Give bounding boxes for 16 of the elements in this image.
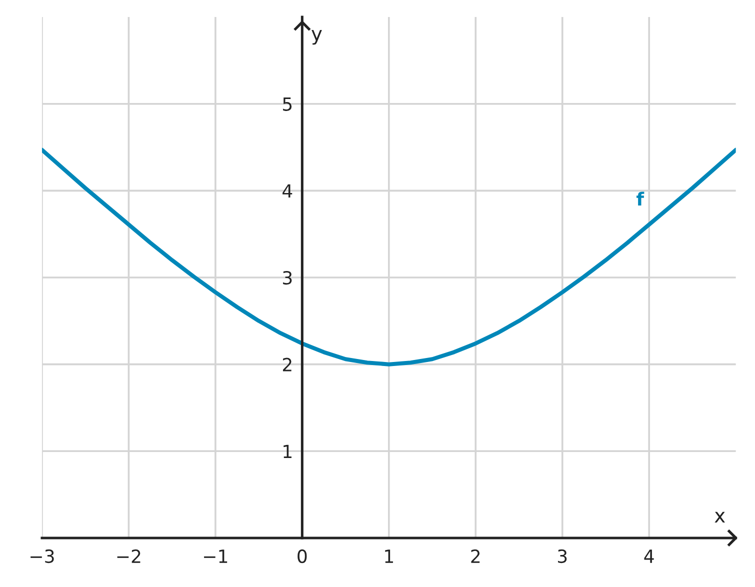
y-tick-label: 3 [283,270,292,285]
x-tick-label: −1 [204,550,228,563]
y-tick-label: 4 [282,184,292,198]
y-tick-label: 1 [284,444,292,458]
x-tick-label: −3 [30,549,54,564]
series-label: f [636,192,644,206]
y-tick-label: 5 [283,98,292,111]
x-tick-label: 1 [385,550,393,563]
x-tick-label: 2 [471,549,480,563]
x-tick-label: 0 [298,549,307,564]
x-axis-title: x [714,512,725,523]
x-tick-label: −2 [117,549,140,563]
x-tick-label: 4 [644,550,654,563]
x-tick-label: 3 [558,549,567,564]
y-tick-label: 2 [282,358,292,372]
y-axis-title: y [312,30,322,45]
